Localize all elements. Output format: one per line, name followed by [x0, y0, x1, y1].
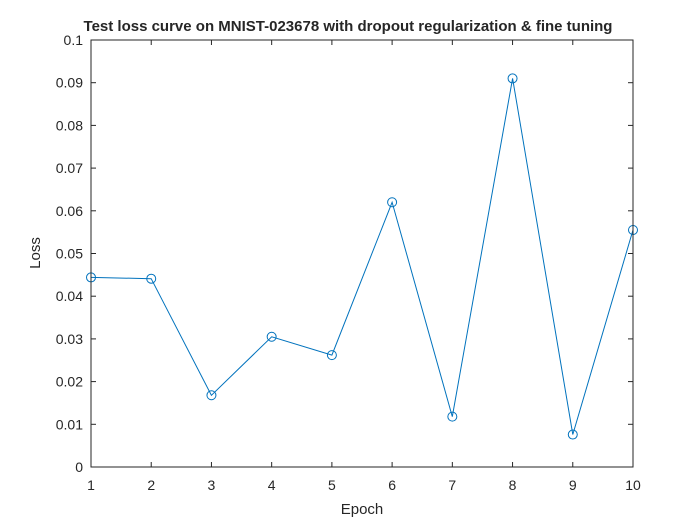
y-tick-label: 0.09 — [56, 75, 83, 91]
x-tick-label: 5 — [328, 477, 336, 493]
data-point — [206, 390, 217, 401]
data-point — [266, 331, 277, 342]
chart-title: Test loss curve on MNIST-023678 with dro… — [84, 18, 613, 35]
x-tick-label: 6 — [388, 477, 396, 493]
y-tick-label: 0.04 — [56, 288, 83, 304]
y-tick-label: 0 — [75, 459, 83, 475]
data-point — [507, 73, 518, 84]
data-point — [567, 429, 578, 440]
x-tick-label: 9 — [569, 477, 577, 493]
y-tick-label: 0.07 — [56, 160, 83, 176]
ticks-layer: 1 2 3 4 5 6 7 8 9 10 0 0.01 0.02 0.03 0.04 0.05 0.06 0.07… — [56, 32, 641, 493]
series-line — [90, 78, 634, 435]
x-tick-label: 1 — [87, 477, 95, 493]
y-tick-label: 0.1 — [64, 32, 84, 48]
x-tick-label: 2 — [147, 477, 155, 493]
y-tick-label: 0.08 — [56, 117, 83, 133]
y-axis-label: Loss — [27, 237, 44, 269]
x-tick-label: 10 — [625, 477, 641, 493]
data-point — [326, 350, 337, 361]
x-tick-label: 3 — [208, 477, 216, 493]
data-point — [447, 411, 458, 422]
x-tick-label: 7 — [448, 477, 456, 493]
y-tick-label: 0.03 — [56, 331, 83, 347]
y-tick-label: 0.02 — [56, 374, 83, 390]
x-tick-label: 4 — [268, 477, 276, 493]
axes-background — [91, 40, 633, 467]
series-layer — [86, 73, 638, 440]
data-point — [146, 273, 157, 284]
y-tick-label: 0.06 — [56, 203, 83, 219]
y-tick-label: 0.05 — [56, 246, 83, 262]
x-axis-label: Epoch — [341, 501, 384, 518]
axes-box — [90, 39, 634, 468]
x-tick-label: 8 — [509, 477, 517, 493]
data-point — [387, 197, 398, 208]
y-tick-label: 0.01 — [56, 416, 83, 432]
